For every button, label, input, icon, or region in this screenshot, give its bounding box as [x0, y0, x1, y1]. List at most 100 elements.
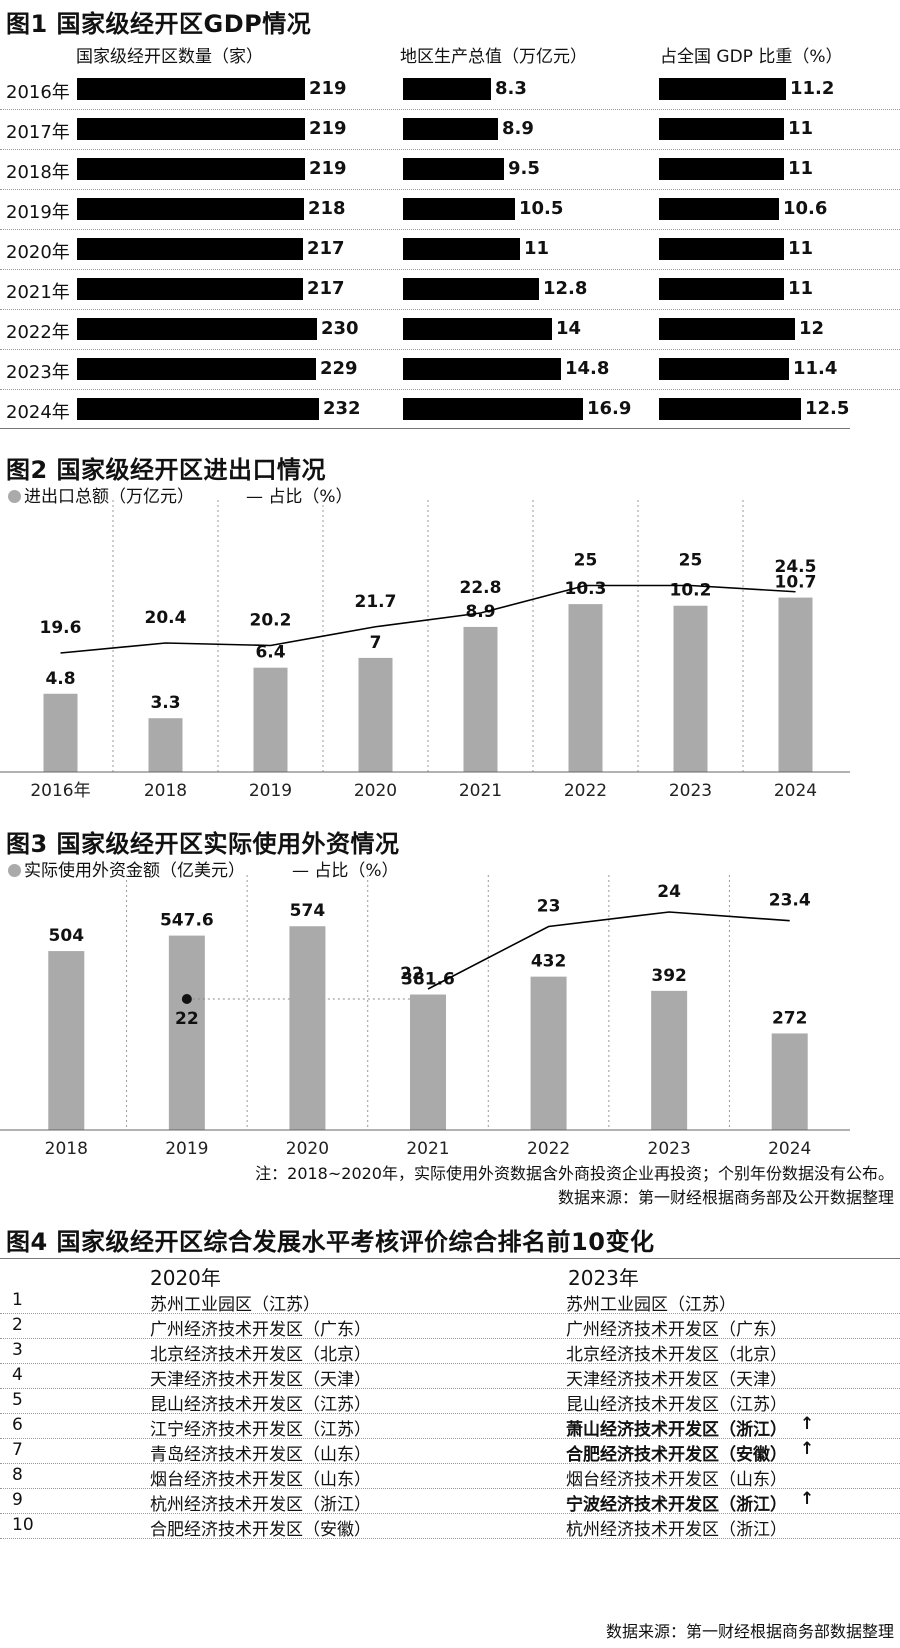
fig4-top-rule: [0, 1258, 900, 1259]
fig1-year-label: 2020年: [6, 242, 70, 263]
fig1-value-label: 11.4: [793, 358, 838, 379]
fig1-bar: [659, 398, 801, 420]
fig1-bar: [403, 158, 504, 180]
fig2-bar-value: 3.3: [150, 693, 180, 713]
fig3-bar: [168, 935, 205, 1130]
fig3-bar: [771, 1033, 808, 1130]
fig1-value-label: 11: [788, 278, 814, 299]
fig4-rank: 10: [12, 1515, 34, 1535]
fig2-bar-value: 6.4: [255, 643, 285, 663]
fig4-row-divider: [0, 1463, 900, 1464]
fig1-bar: [659, 238, 784, 260]
fig1-bar: [403, 278, 539, 300]
fig1-bar: [77, 78, 305, 100]
fig2-legend-line: — 占比（%）: [246, 482, 353, 507]
fig1-bar: [659, 158, 784, 180]
legend-line-icon: —: [246, 487, 269, 507]
fig4-row-divider: [0, 1313, 900, 1314]
fig4-row-divider: [0, 1413, 900, 1414]
fig3-bar: [48, 951, 85, 1130]
fig1-value-label: 232: [323, 398, 361, 419]
legend-line-icon: —: [292, 861, 315, 881]
fig1-bar: [403, 238, 520, 260]
fig1-bar: [659, 78, 786, 100]
fig1-bar: [659, 318, 795, 340]
fig1-value-label: 14.8: [565, 358, 610, 379]
fig2-combo-chart: 4.8 19.6 2016年 3.3 20.4 2018 6.4 20.2 2019 7 21.7 2…: [0, 500, 850, 801]
fig4-cell-2023: 合肥经济技术开发区（安徽）: [566, 1445, 787, 1465]
fig4-cell-2023: 北京经济技术开发区（北京）: [566, 1345, 787, 1365]
fig4-cell-2020: 合肥经济技术开发区（安徽）: [150, 1520, 371, 1540]
fig1-row-divider: [0, 229, 900, 230]
fig4-rank: 5: [12, 1390, 23, 1410]
fig3-line-value: 24: [657, 882, 681, 902]
fig2-x-tick-label: 2018: [144, 781, 187, 801]
fig2-legend-line-label: 占比（%）: [268, 487, 353, 507]
fig4-row-divider: [0, 1388, 900, 1389]
fig3-note: 注：2018~2020年，实际使用外资数据含外商投资企业再投资；个别年份数据没有…: [255, 1164, 894, 1183]
fig4-row-divider: [0, 1438, 900, 1439]
fig4-header-2020: 2020年: [150, 1266, 221, 1290]
fig3-line-value: 22: [400, 964, 424, 984]
fig4-cell-2023: 烟台经济技术开发区（山东）: [566, 1470, 787, 1490]
fig2-title: 图2 国家级经开区进出口情况: [6, 456, 327, 484]
fig4-cell-2023: 苏州工业园区（江苏）: [566, 1295, 736, 1315]
fig4-row-divider: [0, 1338, 900, 1339]
fig4-up-arrow-icon: ↑: [800, 1414, 815, 1434]
fig1-value-label: 10.5: [519, 198, 564, 219]
fig3-bar: [530, 976, 567, 1130]
fig4-cell-2020: 北京经济技术开发区（北京）: [150, 1345, 371, 1365]
fig1-value-label: 11: [788, 238, 814, 259]
fig1-value-label: 219: [309, 158, 347, 179]
fig1-bar: [659, 118, 784, 140]
fig4-rank: 1: [12, 1290, 23, 1310]
fig1-value-label: 219: [309, 118, 347, 139]
fig4-title: 图4 国家级经开区综合发展水平考核评价综合排名前10变化: [6, 1228, 655, 1256]
fig4-rank: 2: [12, 1315, 23, 1335]
fig4-cell-2020: 青岛经济技术开发区（山东）: [150, 1445, 371, 1465]
fig4-up-arrow-icon: ↑: [800, 1489, 815, 1509]
fig1-value-label: 12: [799, 318, 825, 339]
fig4-rank: 4: [12, 1365, 23, 1385]
fig4-row-divider: [0, 1513, 900, 1514]
fig2-bar-value: 10.7: [775, 573, 817, 593]
fig1-year-label: 2019年: [6, 202, 70, 223]
fig3-legend-line: — 占比（%）: [292, 856, 399, 881]
fig2-line-value: 25: [574, 551, 598, 571]
fig2-bar: [463, 626, 498, 772]
fig1-bar: [77, 198, 304, 220]
fig3-bar: [410, 994, 446, 1130]
fig3-x-tick-label: 2024: [768, 1139, 811, 1159]
fig1-bar: [659, 278, 784, 300]
fig3-bar: [651, 990, 688, 1130]
fig1-value-label: 12.5: [805, 398, 850, 419]
fig1-year-label: 2016年: [6, 82, 70, 103]
fig2-bar-value: 7: [370, 633, 382, 653]
fig1-header-share: 占全国 GDP 比重（%）: [660, 47, 843, 67]
fig4-cell-2020: 广州经济技术开发区（广东）: [150, 1320, 371, 1340]
fig2-x-tick-label: 2016年: [30, 781, 90, 801]
fig2-bar: [358, 657, 393, 772]
fig3-legend-line-label: 占比（%）: [314, 861, 399, 881]
fig2-bar: [778, 597, 813, 772]
fig3-x-tick-label: 2022: [527, 1139, 570, 1159]
fig2-x-tick-label: 2019: [249, 781, 292, 801]
fig1-bar: [403, 358, 561, 380]
fig1-bar: [403, 398, 583, 420]
fig1-year-label: 2018年: [6, 162, 70, 183]
fig3-bar-value: 504: [49, 926, 85, 946]
fig1-year-label: 2017年: [6, 122, 70, 143]
fig4-header-2023: 2023年: [568, 1266, 639, 1290]
fig1-bar: [403, 78, 491, 100]
fig1-bottom-rule: [0, 428, 850, 429]
fig2-line-value: 19.6: [40, 618, 82, 638]
fig3-combo-chart: 504 2018 547.6 2019 22 574 2020 381.6 2021 22 432 2…: [0, 875, 850, 1159]
fig4-rank: 7: [12, 1440, 23, 1460]
fig1-value-label: 218: [308, 198, 346, 219]
fig2-line-value: 22.8: [460, 578, 502, 598]
fig2-bar: [253, 667, 288, 772]
fig3-legend-bar: 实际使用外资金额（亿美元）: [8, 856, 245, 881]
fig2-bar: [43, 693, 78, 772]
fig1-value-label: 8.3: [495, 78, 527, 99]
fig2-x-tick-label: 2023: [669, 781, 712, 801]
